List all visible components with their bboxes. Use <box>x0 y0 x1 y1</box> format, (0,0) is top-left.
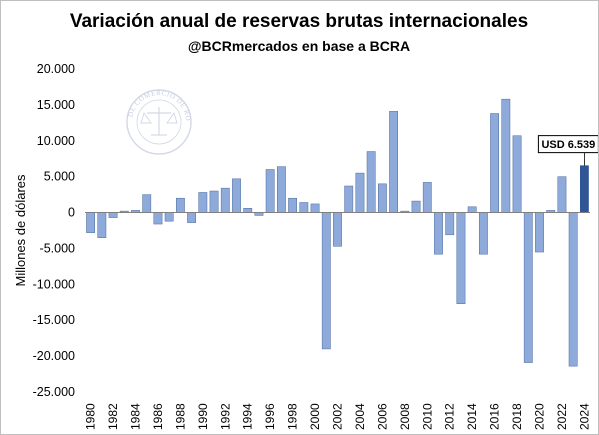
x-tick-label: 2022 <box>555 403 569 430</box>
bar-2006 <box>377 183 387 213</box>
bars <box>86 98 589 367</box>
chart-subtitle: @BCRmercados en base a BCRA <box>188 38 410 54</box>
bar-1994 <box>243 208 253 213</box>
callout-label: USD 6.539 <box>541 139 595 151</box>
bar-2020 <box>535 212 544 253</box>
bar-1998 <box>288 197 298 213</box>
bar-2011 <box>434 212 443 255</box>
bar-1997 <box>276 166 286 213</box>
bar-2016 <box>490 113 500 213</box>
bar-2007 <box>389 111 399 213</box>
bar-1999 <box>299 202 309 213</box>
bar-2003 <box>344 185 354 213</box>
bar-2022 <box>557 176 567 213</box>
bar-1980 <box>86 212 96 233</box>
highlight-callout: USD 6.539 <box>537 135 598 166</box>
bar-2015 <box>478 212 488 255</box>
x-tick-label: 2020 <box>533 403 547 430</box>
y-tick-label: 10.000 <box>37 134 75 148</box>
x-tick-label: 2002 <box>331 403 345 430</box>
bar-1988 <box>175 197 185 213</box>
bar-2019 <box>523 212 533 363</box>
bar-1981 <box>97 212 107 238</box>
x-tick-label: 1980 <box>84 403 98 430</box>
y-tick-label: -5.000 <box>40 241 75 255</box>
bar-2017 <box>501 98 511 213</box>
x-tick-label: 2010 <box>420 403 434 430</box>
x-tick-label: 2016 <box>488 403 502 430</box>
bar-2002 <box>333 212 342 247</box>
bar-1991 <box>209 190 219 213</box>
bar-2018 <box>512 135 522 213</box>
bar-2012 <box>445 212 455 236</box>
y-tick-label: -25.000 <box>33 385 75 399</box>
y-tick-label: 5.000 <box>44 170 75 184</box>
chart-title: Variación anual de reservas brutas inter… <box>70 11 528 32</box>
y-tick-label: -10.000 <box>33 277 75 291</box>
bar-2010 <box>422 182 432 213</box>
y-axis-label: Millones de dólares <box>13 174 28 287</box>
x-tick-label: 1982 <box>106 403 120 430</box>
bar-2000 <box>310 203 320 213</box>
x-tick-label: 1996 <box>263 403 277 430</box>
x-tick-label: 2008 <box>398 403 412 430</box>
x-tick-label: 2012 <box>443 403 457 430</box>
y-tick-label: -15.000 <box>33 313 75 327</box>
bar-highlight-2024 <box>579 165 589 213</box>
bar-2004 <box>355 172 365 213</box>
bar-1987 <box>164 212 174 222</box>
bar-1993 <box>232 178 241 213</box>
x-tick-label: 1990 <box>196 403 210 430</box>
x-tick-label: 1994 <box>241 403 255 430</box>
x-tick-label: 2004 <box>353 403 367 430</box>
bar-1989 <box>187 212 197 223</box>
bar-2009 <box>411 200 421 213</box>
bar-2023 <box>568 212 578 367</box>
x-tick-label: 2000 <box>308 403 322 430</box>
x-tick-label: 2018 <box>510 403 524 430</box>
x-tick-label: 2024 <box>577 403 591 430</box>
y-axis: 20.000 15.000 10.000 5.000 0 -5.000 -10.000 -15… <box>33 62 75 399</box>
bar-2005 <box>366 151 376 213</box>
bar-1986 <box>153 212 163 225</box>
bar-1982 <box>108 212 118 218</box>
callout-box <box>537 135 598 154</box>
x-tick-label: 1988 <box>173 403 187 430</box>
y-tick-label: -20.000 <box>33 349 75 363</box>
bar-1990 <box>198 192 208 213</box>
bar-1996 <box>265 169 275 213</box>
bar-1992 <box>220 187 230 213</box>
x-tick-label: 1984 <box>129 403 143 430</box>
bar-2014 <box>467 206 477 213</box>
bar-2013 <box>456 212 466 304</box>
x-tick-label: 2006 <box>375 403 389 430</box>
bar-1985 <box>142 194 152 213</box>
x-tick-label: 1998 <box>286 403 300 430</box>
y-tick-label: 20.000 <box>37 62 75 76</box>
bar-2001 <box>321 212 331 350</box>
y-tick-label: 15.000 <box>37 98 75 112</box>
x-tick-label: 2014 <box>465 403 479 430</box>
x-tick-label: 1992 <box>218 403 232 430</box>
x-axis: 1980 1982 1984 1986 1988 1990 1992 1994 1996 1998… <box>84 403 592 430</box>
y-tick-label: 0 <box>68 206 75 220</box>
x-tick-label: 1986 <box>151 403 165 430</box>
